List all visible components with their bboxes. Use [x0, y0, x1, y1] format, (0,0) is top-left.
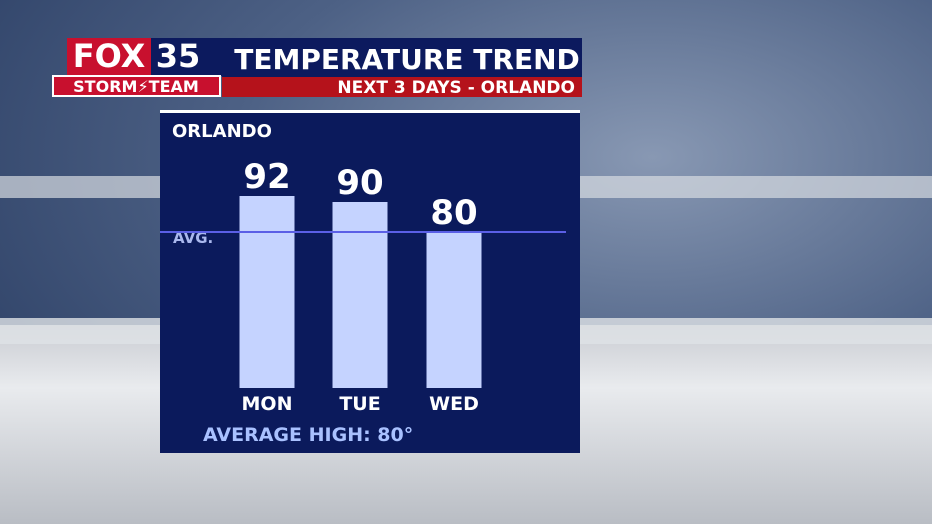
chart-title: TEMPERATURE TREND — [234, 43, 580, 76]
logo-box — [67, 38, 151, 76]
title-box — [222, 38, 582, 77]
average-label: AVERAGE HIGH: 80° — [203, 424, 413, 446]
location: ORLANDO — [172, 121, 272, 142]
value-label: 92 — [243, 157, 290, 197]
logo-team-box — [52, 75, 221, 97]
panel-edge — [160, 110, 580, 113]
x-tick-label: WED — [429, 393, 479, 415]
bar — [239, 196, 295, 388]
bar — [426, 232, 482, 388]
bar — [332, 202, 388, 388]
x-tick-label: MON — [242, 393, 293, 415]
average-name: AVG. — [173, 229, 213, 247]
subtitle-box — [222, 77, 582, 97]
logo-team: STORM⚡TEAM — [73, 77, 199, 96]
x-tick-label: TUE — [339, 393, 380, 415]
chart-subtitle: NEXT 3 DAYS - ORLANDO — [337, 78, 575, 98]
logo-fox: FOX — [73, 37, 146, 75]
value-label: 90 — [336, 163, 383, 203]
value-label: 80 — [430, 193, 477, 233]
logo-number: 35 — [156, 37, 201, 75]
logo-box — [151, 38, 222, 76]
